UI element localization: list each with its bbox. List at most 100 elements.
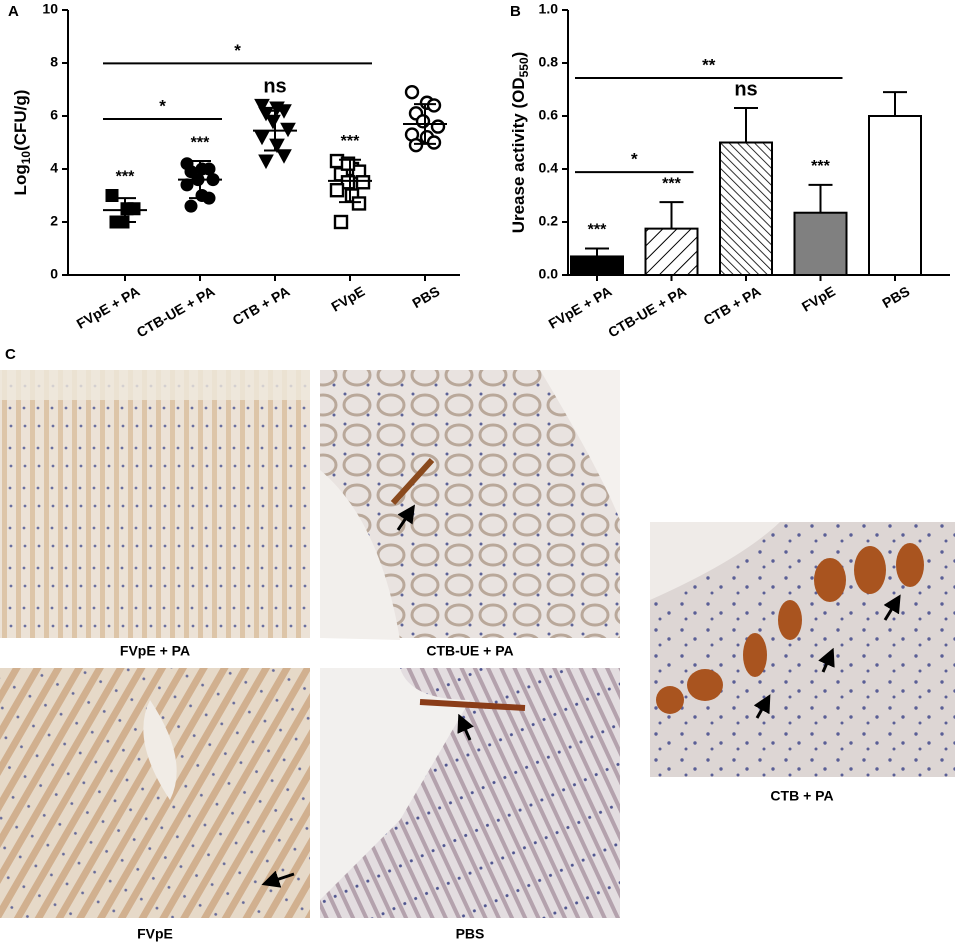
y-tick-label: 8 [50, 54, 58, 70]
micrograph-lumen [320, 668, 470, 900]
micrograph-lumen [650, 522, 780, 600]
arrow [457, 713, 474, 741]
y-tick-label: 2 [50, 213, 58, 229]
significance-label: ns [734, 78, 757, 100]
stain-cluster [656, 543, 924, 714]
x-tick-label: FVpE [328, 283, 367, 315]
significance-label: ns [263, 76, 286, 98]
error-bar [585, 247, 609, 257]
y-axis-label: Urease activity (OD550) [509, 52, 531, 234]
significance-label: *** [811, 158, 830, 175]
significance-label: *** [588, 222, 607, 239]
y-axis-label-main: Urease activity (OD [509, 77, 528, 233]
y-tick-label: 0 [50, 266, 58, 282]
arrow [396, 504, 415, 531]
micrograph-lumen [320, 470, 400, 640]
y-tick-label: 0.4 [539, 160, 559, 176]
y-axis-label-sub: 10 [19, 151, 33, 165]
image-caption: CTB + PA [770, 788, 833, 804]
significance-label: * [159, 97, 166, 116]
micrograph [0, 668, 310, 918]
x-tick-label: CTB + PA [701, 283, 764, 328]
point [430, 119, 446, 134]
image-caption: PBS [456, 926, 485, 942]
point [408, 137, 424, 153]
y-axis-label: Log10(CFU/g) [11, 90, 33, 196]
stain [778, 600, 802, 640]
stain [743, 633, 767, 677]
y-axis-label-end: (CFU/g) [11, 90, 30, 151]
bar [793, 211, 848, 277]
panel-label: C [5, 346, 16, 363]
point [404, 84, 420, 100]
panel-label: A [8, 3, 19, 20]
x-tick-label: CTB + PA [230, 283, 293, 328]
stain [390, 457, 435, 506]
arrow [261, 870, 295, 888]
stain [814, 558, 846, 602]
point [415, 114, 431, 129]
point [333, 214, 349, 230]
significance-label: *** [116, 169, 135, 186]
point [254, 130, 270, 146]
point [355, 175, 371, 190]
panel-label: B [510, 3, 521, 20]
point [329, 182, 345, 198]
micrograph-edge [0, 370, 310, 400]
error-bar [883, 91, 907, 116]
x-tick-label: FVpE + PA [546, 283, 615, 332]
point [426, 135, 442, 150]
bar [719, 141, 773, 276]
sd-bar [414, 103, 436, 145]
point [258, 154, 274, 170]
stain [656, 686, 684, 714]
bar [644, 227, 699, 276]
point [426, 98, 442, 113]
x-tick-label: CTB-UE + PA [134, 283, 218, 340]
point [351, 196, 367, 211]
y-tick-label: 0.0 [539, 266, 559, 282]
sd-bar [189, 160, 211, 200]
y-axis-label-main: Log [11, 164, 30, 195]
sd-bar [339, 158, 361, 204]
arrow [818, 647, 835, 673]
micrograph [0, 370, 310, 638]
image-caption: FVpE + PA [120, 643, 190, 659]
point [265, 114, 281, 130]
significance-label: * [234, 41, 241, 60]
significance-label: ** [702, 56, 716, 75]
y-tick-label: 6 [50, 107, 58, 123]
y-tick-label: 0.2 [539, 213, 559, 229]
error-bar [734, 107, 758, 143]
micrographs [0, 370, 955, 918]
error-bar [808, 183, 833, 213]
error-bar [659, 201, 684, 229]
significance-label: *** [341, 133, 360, 150]
micrograph-lumen [540, 370, 620, 520]
stain [854, 546, 886, 594]
stain [687, 669, 723, 701]
point [276, 149, 292, 164]
x-tick-label: PBS [409, 283, 442, 311]
significance-label: *** [662, 175, 681, 192]
significance-label: * [631, 150, 638, 169]
y-axis-label-sub: 550 [517, 57, 531, 77]
stain [419, 699, 526, 711]
y-tick-label: 0.6 [539, 107, 559, 123]
significance-label: *** [191, 134, 210, 151]
point [105, 189, 119, 202]
image-caption: CTB-UE + PA [426, 643, 513, 659]
bar [570, 255, 624, 277]
point [254, 98, 270, 114]
arrow [753, 694, 771, 719]
y-tick-label: 0.8 [539, 54, 559, 70]
y-tick-label: 1.0 [539, 1, 559, 17]
point [184, 199, 198, 213]
y-axis-label-end: ) [509, 52, 528, 58]
point [180, 178, 194, 192]
y-tick-label: 4 [50, 160, 58, 176]
x-tick-label: FVpE [799, 283, 838, 315]
x-tick-label: CTB-UE + PA [605, 283, 689, 340]
y-tick-label: 10 [42, 1, 58, 17]
